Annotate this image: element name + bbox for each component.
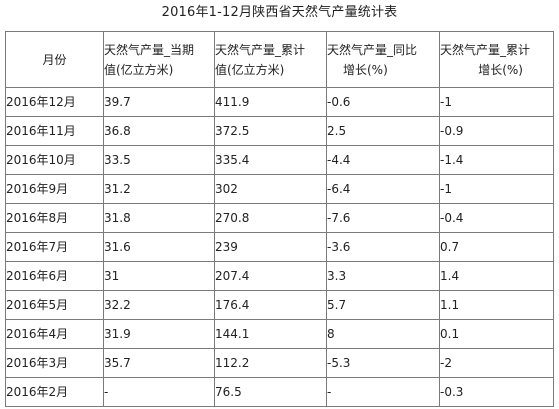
cell-cumulative-growth: -1.4	[439, 145, 554, 175]
cell-yoy-growth: -7.6	[326, 203, 440, 233]
cell-month: 2016年8月	[5, 203, 104, 233]
table-row: 2016年4月 31.9 144.1 8 0.1	[5, 319, 554, 349]
table-row: 2016年5月 32.2 176.4 5.7 1.1	[5, 290, 554, 320]
cell-yoy-growth: 5.7	[326, 290, 440, 320]
cell-current-value: -	[103, 377, 215, 407]
cell-yoy-growth: -3.6	[326, 232, 440, 262]
cell-current-value: 36.8	[103, 116, 215, 146]
header-yoy-growth: 天然气产量_同比 增长(%)	[326, 31, 440, 88]
cell-cumulative-growth: -2	[439, 348, 554, 378]
cell-cumulative-growth: -0.4	[439, 203, 554, 233]
cell-cumulative-growth: 1.1	[439, 290, 554, 320]
cell-cumulative-value: 270.8	[214, 203, 327, 233]
cell-cumulative-value: 112.2	[214, 348, 327, 378]
table-title: 2016年1-12月陕西省天然气产量统计表	[161, 5, 398, 20]
table-row: 2016年3月 35.7 112.2 -5.3 -2	[5, 348, 554, 378]
cell-cumulative-value: 176.4	[214, 290, 327, 320]
table-row: 2016年8月 31.8 270.8 -7.6 -0.4	[5, 203, 554, 233]
cell-cumulative-growth: -1	[439, 87, 554, 117]
cell-yoy-growth: 3.3	[326, 261, 440, 291]
table-row: 2016年7月 31.6 239 -3.6 0.7	[5, 232, 554, 262]
cell-current-value: 31.6	[103, 232, 215, 262]
cell-month: 2016年2月	[5, 377, 104, 407]
cell-cumulative-value: 302	[214, 174, 327, 204]
cell-month: 2016年4月	[5, 319, 104, 349]
table-row: 2016年10月 33.5 335.4 -4.4 -1.4	[5, 145, 554, 175]
cell-cumulative-growth: -0.9	[439, 116, 554, 146]
table-row: 2016年12月 39.7 411.9 -0.6 -1	[5, 87, 554, 117]
header-cumulative-value: 天然气产量_累计 值(亿立方米)	[214, 31, 327, 88]
header-cum-growth-line1: 天然气产量_累计	[440, 42, 531, 57]
cell-yoy-growth: -	[326, 377, 440, 407]
header-current-line2: 值(亿立方米)	[104, 62, 174, 77]
cell-month: 2016年5月	[5, 290, 104, 320]
header-month: 月份	[5, 31, 104, 88]
table-row: 2016年11月 36.8 372.5 2.5 -0.9	[5, 116, 554, 146]
cell-current-value: 32.2	[103, 290, 215, 320]
cell-month: 2016年11月	[5, 116, 104, 146]
cell-cumulative-growth: -1	[439, 174, 554, 204]
cell-month: 2016年12月	[5, 87, 104, 117]
natural-gas-stats-table: 月份 天然气产量_当期 值(亿立方米) 天然气产量_累计 值(亿立方米) 天然气…	[5, 31, 554, 407]
cell-month: 2016年6月	[5, 261, 104, 291]
cell-cumulative-growth: 0.1	[439, 319, 554, 349]
header-cumulative-line1: 天然气产量_累计	[215, 42, 306, 57]
cell-current-value: 31.2	[103, 174, 215, 204]
cell-cumulative-value: 76.5	[214, 377, 327, 407]
table-body: 2016年12月 39.7 411.9 -0.6 -1 2016年11月 36.8 372.5…	[5, 87, 554, 407]
cell-current-value: 33.5	[103, 145, 215, 175]
cell-current-value: 39.7	[103, 87, 215, 117]
cell-month: 2016年3月	[5, 348, 104, 378]
cell-cumulative-growth: -0.3	[439, 377, 554, 407]
cell-yoy-growth: 2.5	[326, 116, 440, 146]
cell-cumulative-value: 372.5	[214, 116, 327, 146]
table-row: 2016年9月 31.2 302 -6.4 -1	[5, 174, 554, 204]
cell-cumulative-value: 144.1	[214, 319, 327, 349]
cell-cumulative-growth: 1.4	[439, 261, 554, 291]
header-row: 月份 天然气产量_当期 值(亿立方米) 天然气产量_累计 值(亿立方米) 天然气…	[5, 31, 554, 88]
cell-cumulative-growth: 0.7	[439, 232, 554, 262]
cell-yoy-growth: 8	[326, 319, 440, 349]
table-row: 2016年6月 31 207.4 3.3 1.4	[5, 261, 554, 291]
cell-current-value: 31.8	[103, 203, 215, 233]
cell-yoy-growth: -5.3	[326, 348, 440, 378]
header-current-line1: 天然气产量_当期	[104, 42, 195, 57]
cell-current-value: 31.9	[103, 319, 215, 349]
cell-month: 2016年7月	[5, 232, 104, 262]
header-cum-growth-line2: 增长(%)	[478, 62, 523, 77]
cell-current-value: 35.7	[103, 348, 215, 378]
cell-cumulative-value: 335.4	[214, 145, 327, 175]
cell-month: 2016年9月	[5, 174, 104, 204]
cell-cumulative-value: 207.4	[214, 261, 327, 291]
cell-cumulative-value: 239	[214, 232, 327, 262]
cell-cumulative-value: 411.9	[214, 87, 327, 117]
cell-yoy-growth: -0.6	[326, 87, 440, 117]
header-cumulative-growth: 天然气产量_累计 增长(%)	[439, 31, 554, 88]
header-current-value: 天然气产量_当期 值(亿立方米)	[103, 31, 215, 88]
cell-current-value: 31	[103, 261, 215, 291]
header-yoy-line1: 天然气产量_同比	[327, 42, 418, 57]
header-cumulative-line2: 值(亿立方米)	[215, 62, 285, 77]
table-row: 2016年2月 -76.5- -0.3	[5, 377, 554, 407]
cell-month: 2016年10月	[5, 145, 104, 175]
cell-yoy-growth: -4.4	[326, 145, 440, 175]
cell-yoy-growth: -6.4	[326, 174, 440, 204]
header-yoy-line2: 增长(%)	[343, 62, 388, 77]
